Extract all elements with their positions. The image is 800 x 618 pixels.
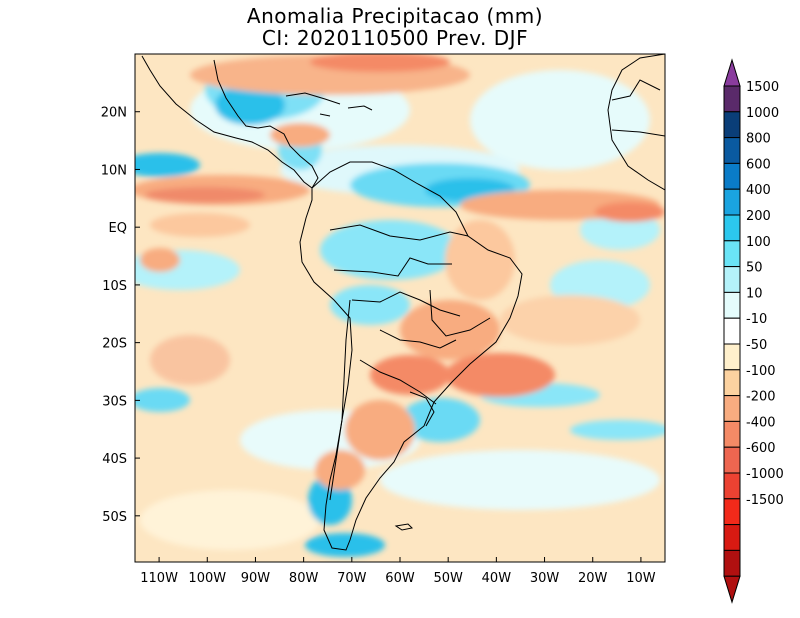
lat-tick-label: 20S <box>102 337 127 352</box>
colorbar-label: -1500 <box>746 493 784 508</box>
colorbar: 1500 1000 800 600 400 200 100 50 10 -10 -50 -100 -20… <box>723 58 784 604</box>
lon-tick-label: 10W <box>626 571 656 586</box>
colorbar-box <box>723 420 741 448</box>
colorbar-label: 10 <box>746 286 763 301</box>
colorbar-label: 400 <box>746 183 771 198</box>
colorbar-box <box>723 549 741 577</box>
colorbar-box <box>723 291 741 319</box>
border-northern <box>329 224 469 241</box>
hispaniola-outline <box>347 105 373 111</box>
colorbar-top-arrow <box>723 58 741 87</box>
africa-border-2 <box>611 129 665 137</box>
colorbar-bottom-arrow <box>723 575 741 604</box>
colorbar-label: 800 <box>746 132 771 147</box>
colorbar-box <box>723 162 741 190</box>
border-paraguay <box>379 329 457 349</box>
lat-tick-label: 10S <box>102 279 127 294</box>
lat-tick-label: 10N <box>101 163 127 178</box>
colorbar-label: 1000 <box>746 106 779 121</box>
lon-tick-label: 110W <box>140 571 178 586</box>
lon-tick-label: 60W <box>385 571 415 586</box>
lat-tick-label: 30S <box>102 394 127 409</box>
border-bolivia <box>351 291 461 317</box>
colorbar-box <box>723 446 741 474</box>
colorbar-label: -100 <box>746 364 776 379</box>
border-brazil-states <box>429 289 491 337</box>
colorbar-label: -400 <box>746 415 776 430</box>
lon-tick-label: 50W <box>433 571 463 586</box>
colorbar-box <box>723 524 741 551</box>
colorbar-label: -10 <box>746 312 767 327</box>
africa-coast <box>607 54 665 191</box>
border-chile-argentina <box>329 299 351 501</box>
coastlines <box>141 54 665 551</box>
colorbar-box <box>723 188 741 216</box>
colorbar-box <box>723 343 741 371</box>
central-america-caribbean-coast <box>213 59 319 189</box>
border-argentina-north <box>359 359 437 405</box>
map-subtitle: CI: 2020110500 Prev. DJF <box>261 26 529 50</box>
colorbar-label: 100 <box>746 235 771 250</box>
longitude-axis: 110W 100W 90W 80W 70W 60W 50W 40W 30W 20W 10W <box>140 557 656 586</box>
south-america-coast <box>299 161 523 551</box>
colorbar-box <box>723 240 741 268</box>
colorbar-box <box>723 111 741 139</box>
lat-tick-label: 40S <box>102 452 127 467</box>
colorbar-box <box>723 85 741 113</box>
colorbar-label: 1500 <box>746 80 779 95</box>
lon-tick-label: 70W <box>337 571 367 586</box>
colorbar-box <box>723 498 741 526</box>
colorbar-label: 50 <box>746 261 763 276</box>
falklands-outline <box>394 523 414 531</box>
colorbar-label: -600 <box>746 441 776 456</box>
colorbar-label: 600 <box>746 157 771 172</box>
colorbar-box <box>723 214 741 242</box>
latitude-axis: 20N 10N EQ 10S 20S 30S 40S 50S <box>101 106 140 525</box>
colorbar-box <box>723 266 741 293</box>
colorbar-label: 200 <box>746 209 771 224</box>
lon-tick-label: 90W <box>241 571 271 586</box>
cuba-outline <box>285 92 341 105</box>
colorbar-box <box>723 472 741 500</box>
map-title: Anomalia Precipitacao (mm) <box>246 4 544 28</box>
border-uruguay <box>409 391 435 427</box>
colorbar-label: -1000 <box>746 467 784 482</box>
colorbar-box <box>723 369 741 397</box>
lon-tick-label: 20W <box>578 571 608 586</box>
colorbar-label: -200 <box>746 390 776 405</box>
lat-tick-label: EQ <box>109 221 127 236</box>
border-brazil-north <box>333 257 452 277</box>
lon-tick-label: 40W <box>482 571 512 586</box>
central-america-pacific-coast <box>141 55 313 189</box>
lat-tick-label: 20N <box>101 106 127 121</box>
lon-tick-label: 80W <box>289 571 319 586</box>
africa-border <box>611 79 661 101</box>
colorbar-box <box>723 317 741 345</box>
lon-tick-label: 30W <box>530 571 560 586</box>
colorbar-box <box>723 395 741 422</box>
colorbar-label: -50 <box>746 338 767 353</box>
lat-tick-label: 50S <box>102 510 127 525</box>
jamaica-outline <box>319 113 331 117</box>
anomaly-field <box>135 54 665 562</box>
colorbar-box <box>723 137 741 164</box>
lon-tick-label: 100W <box>188 571 226 586</box>
